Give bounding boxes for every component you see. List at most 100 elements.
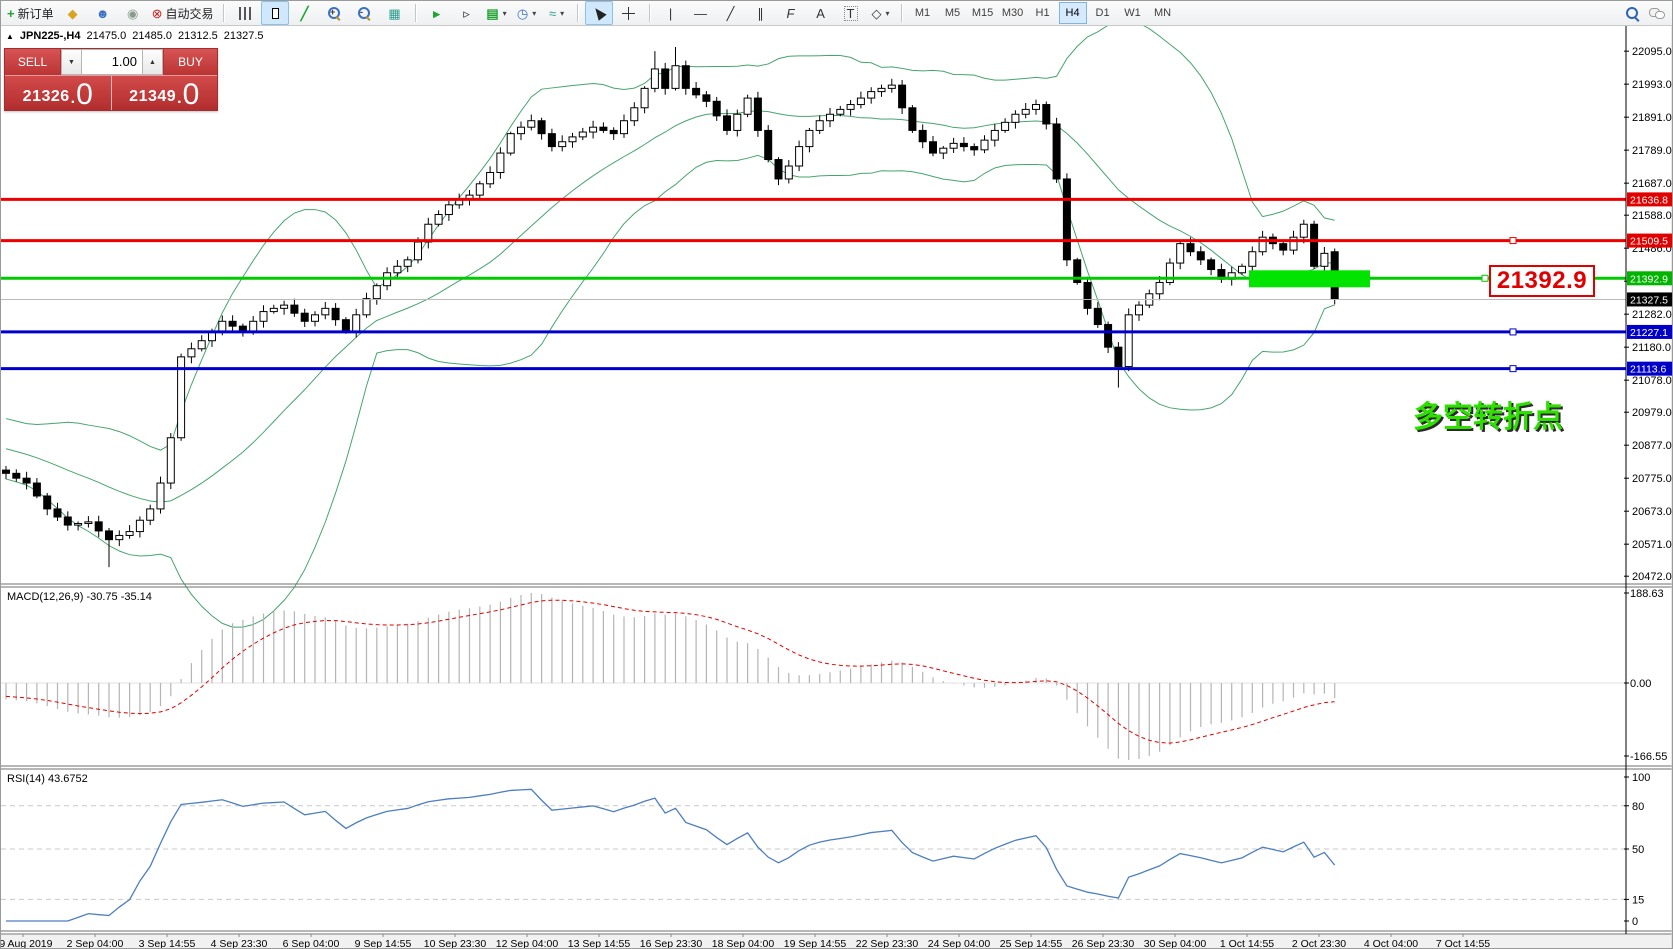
svg-text:-166.55: -166.55: [1630, 751, 1667, 763]
svg-text:21113.6: 21113.6: [1630, 364, 1667, 376]
rsi-indicator-label: RSI(14) 43.6752: [7, 773, 88, 785]
timeframe-m30[interactable]: M30: [1001, 7, 1024, 19]
clock-icon: ◷: [516, 5, 529, 21]
toolbar-separator: [576, 4, 579, 22]
horizontal-line-button[interactable]: —: [687, 1, 715, 25]
zoom-in-icon: +: [328, 6, 341, 20]
timeframe-m15[interactable]: M15: [971, 7, 994, 19]
turning-point-annotation[interactable]: 多空转折点: [1413, 400, 1563, 435]
channel-button[interactable]: ∥: [747, 1, 775, 25]
svg-text:29 Aug 2019: 29 Aug 2019: [1, 938, 53, 949]
svg-text:50: 50: [1632, 844, 1644, 856]
svg-text:4 Sep 23:30: 4 Sep 23:30: [211, 938, 268, 949]
svg-text:21588.0: 21588.0: [1632, 210, 1672, 222]
autotrading-label: 自动交易: [165, 6, 214, 21]
profiles-button[interactable]: ◷ ▾: [513, 1, 541, 25]
trendline-button[interactable]: ╱: [717, 1, 745, 25]
timeframe-d1[interactable]: D1: [1095, 7, 1110, 19]
volume-increase-button[interactable]: ▲: [142, 49, 163, 75]
svg-text:21327.5: 21327.5: [1630, 294, 1668, 306]
toolbar-right: [1626, 6, 1665, 20]
svg-text:10 Sep 23:30: 10 Sep 23:30: [424, 938, 487, 949]
label-icon: T: [843, 5, 858, 21]
search-icon[interactable]: [1626, 6, 1639, 20]
chart-shift-icon: ▹: [463, 5, 470, 21]
indicators-button[interactable]: ≈ ▾: [543, 1, 571, 25]
line-chart-button[interactable]: ╱: [291, 1, 319, 25]
vertical-line-icon: |: [668, 5, 673, 21]
sell-price-big-digit: 0: [76, 78, 93, 111]
toolbar-separator: [414, 4, 417, 22]
horizontal-line-icon: —: [694, 5, 708, 21]
bar-chart-button[interactable]: [231, 1, 259, 25]
zoom-in-button[interactable]: +: [321, 1, 349, 25]
new-chart-button[interactable]: ▤ ▾: [483, 1, 511, 25]
toolbar-separator: [900, 4, 903, 22]
market-watch-button[interactable]: ◆: [59, 1, 87, 25]
new-chart-icon: ▤: [486, 5, 499, 21]
buy-price-big-digit: 0: [182, 78, 200, 111]
svg-text:20877.0: 20877.0: [1632, 440, 1672, 452]
volume-decrease-button[interactable]: ▼: [61, 49, 82, 75]
tile-windows-button[interactable]: ▦: [381, 1, 409, 25]
timeframe-mn[interactable]: MN: [1153, 7, 1172, 19]
toolbar-group-standard: + 新订单 ◆ ☻ ◉ ⊗ 自动交易: [3, 1, 218, 25]
svg-text:188.63: 188.63: [1630, 588, 1664, 600]
fibonacci-button[interactable]: F: [777, 1, 805, 25]
sell-price-main: 21326: [22, 88, 70, 105]
new-order-button[interactable]: + 新订单: [4, 1, 57, 25]
svg-text:21789.0: 21789.0: [1632, 145, 1672, 157]
vertical-line-button[interactable]: |: [657, 1, 685, 25]
zoom-out-icon: -: [358, 6, 371, 20]
label-button[interactable]: T: [837, 1, 865, 25]
text-button[interactable]: A: [807, 1, 835, 25]
timeframe-w1[interactable]: W1: [1124, 7, 1141, 19]
svg-text:15: 15: [1632, 894, 1644, 906]
expert-advisor-icon: ☻: [95, 5, 110, 21]
autotrading-icon: ⊗: [151, 5, 163, 21]
chart-canvas[interactable]: 22095.0 21993.0 21891.0 21789.0 21687.0 21588…: [1, 26, 1673, 949]
dropdown-arrow-icon: ▾: [502, 8, 507, 18]
svg-text:4 Oct 04:00: 4 Oct 04:00: [1364, 938, 1418, 949]
svg-text:21993.0: 21993.0: [1632, 79, 1672, 91]
buy-button[interactable]: BUY: [163, 49, 217, 75]
svg-text:16 Sep 23:30: 16 Sep 23:30: [640, 938, 703, 949]
svg-text:100: 100: [1632, 772, 1650, 784]
expert-advisors-button[interactable]: ☻: [89, 1, 117, 25]
timeframe-h4[interactable]: H4: [1058, 2, 1087, 24]
candlestick-chart-button[interactable]: [260, 1, 289, 25]
timeframe-m5[interactable]: M5: [944, 7, 961, 19]
toolbar-separator: [222, 4, 225, 22]
symbol-name: JPN225-,H4: [19, 30, 81, 42]
dropdown-arrow-icon: ▾: [885, 8, 890, 18]
svg-text:30 Sep 04:00: 30 Sep 04:00: [1144, 938, 1207, 949]
svg-text:21891.0: 21891.0: [1632, 112, 1672, 124]
tile-windows-icon: ▦: [388, 5, 401, 21]
data-feed-button[interactable]: ◉: [119, 1, 147, 25]
bar-low: 21312.5: [178, 30, 218, 42]
autotrading-button[interactable]: ⊗ 自动交易: [149, 1, 217, 25]
shapes-button[interactable]: ◇ ▾: [867, 1, 895, 25]
crosshair-button[interactable]: [615, 1, 643, 25]
zoom-out-button[interactable]: -: [351, 1, 379, 25]
sell-button[interactable]: SELL: [5, 49, 61, 75]
timeframe-m1[interactable]: M1: [914, 7, 931, 19]
sell-price-button[interactable]: 21326. 0: [5, 76, 112, 110]
volume-input[interactable]: 1.00: [82, 49, 142, 75]
market-watch-icon: ◆: [67, 5, 78, 21]
price-callout-label[interactable]: 21392.9: [1489, 265, 1595, 297]
svg-text:21509.5: 21509.5: [1630, 236, 1668, 248]
chart-shift-button[interactable]: ▹: [453, 1, 481, 25]
auto-scroll-button[interactable]: ▸: [423, 1, 451, 25]
trendline-icon: ╱: [726, 5, 735, 21]
svg-text:25 Sep 14:55: 25 Sep 14:55: [1000, 938, 1063, 949]
data-feed-icon: ◉: [126, 5, 139, 21]
macd-indicator-label: MACD(12,26,9) -30.75 -35.14: [7, 591, 152, 603]
svg-text:0: 0: [1632, 916, 1638, 928]
timeframe-h1[interactable]: H1: [1035, 7, 1050, 19]
svg-text:12 Sep 04:00: 12 Sep 04:00: [496, 938, 559, 949]
svg-text:21078.0: 21078.0: [1632, 375, 1672, 387]
buy-price-button[interactable]: 21349. 0: [111, 76, 217, 111]
cursor-button[interactable]: [584, 1, 613, 25]
chat-icon[interactable]: [1649, 7, 1665, 19]
